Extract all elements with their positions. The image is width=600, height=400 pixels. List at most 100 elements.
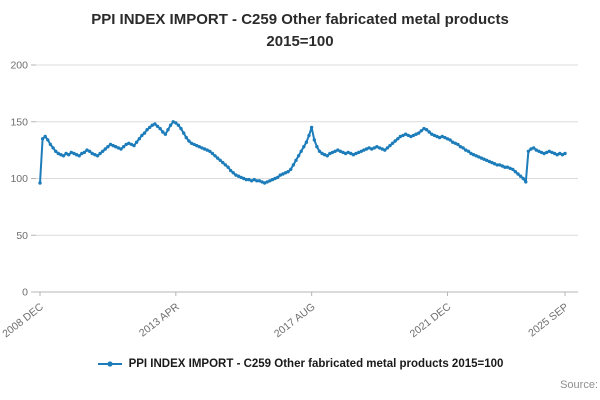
data-point — [205, 148, 209, 152]
data-point — [495, 163, 499, 167]
data-point — [375, 145, 379, 149]
data-point — [448, 138, 452, 142]
data-point — [320, 151, 324, 156]
data-point — [547, 149, 551, 153]
data-point — [396, 137, 400, 141]
y-axis-label: 200 — [10, 60, 28, 72]
data-point — [187, 139, 191, 143]
data-point — [108, 142, 113, 147]
data-point — [349, 151, 353, 156]
data-point — [54, 149, 58, 153]
data-point — [500, 164, 504, 168]
data-point — [388, 143, 392, 148]
data-point — [304, 140, 309, 144]
data-point — [555, 153, 559, 157]
data-point — [409, 134, 413, 139]
data-point — [48, 142, 53, 147]
data-point — [64, 151, 68, 156]
data-point — [247, 177, 251, 182]
data-point — [184, 135, 188, 140]
data-point — [150, 123, 154, 127]
legend-label: PPI INDEX IMPORT - C259 Other fabricated… — [128, 358, 504, 370]
data-point — [90, 151, 94, 156]
data-point — [273, 176, 277, 181]
data-point — [498, 163, 502, 167]
data-point — [121, 145, 126, 149]
data-point — [195, 143, 199, 148]
data-point — [401, 133, 405, 138]
data-point — [451, 140, 455, 144]
data-point — [505, 165, 510, 169]
data-point — [197, 145, 201, 149]
data-point — [550, 150, 554, 155]
data-point — [223, 163, 228, 167]
data-point — [40, 137, 45, 141]
data-point — [323, 153, 327, 157]
data-point — [341, 150, 345, 155]
data-point — [74, 153, 79, 157]
data-point — [182, 131, 186, 135]
data-point — [333, 149, 337, 153]
data-point — [231, 171, 235, 175]
data-point — [153, 122, 157, 126]
data-point — [221, 160, 225, 165]
data-point — [474, 154, 478, 158]
data-point — [213, 154, 217, 158]
data-point — [229, 168, 233, 173]
data-point — [260, 180, 264, 184]
data-point — [43, 134, 47, 139]
data-point — [445, 137, 450, 141]
data-point — [516, 172, 520, 176]
data-point — [511, 167, 515, 172]
data-point — [435, 134, 439, 139]
data-point — [477, 155, 481, 159]
data-point — [362, 148, 366, 152]
legend-line-icon — [97, 361, 122, 367]
data-point — [453, 141, 457, 145]
data-point — [51, 146, 55, 150]
data-point — [309, 125, 314, 130]
data-point — [537, 149, 541, 153]
source-label: Source: — [560, 379, 598, 391]
page-title: PPI INDEX IMPORT - C259 Other fabricated… — [0, 0, 600, 53]
data-point — [270, 177, 275, 182]
x-axis-label: 2008 DEC — [0, 301, 46, 341]
data-point — [171, 120, 175, 124]
data-point — [484, 158, 489, 162]
data-point — [443, 135, 447, 140]
data-point — [440, 134, 444, 139]
y-axis-label: 50 — [16, 230, 28, 242]
data-point — [336, 148, 340, 152]
data-point — [95, 154, 100, 158]
data-point — [513, 170, 518, 174]
data-point — [218, 158, 222, 162]
data-point — [411, 133, 416, 138]
data-point — [210, 151, 215, 156]
data-point — [406, 133, 410, 138]
data-point — [208, 149, 212, 153]
data-point — [354, 151, 358, 156]
data-point — [67, 153, 71, 157]
data-point — [179, 126, 183, 131]
data-point — [239, 175, 243, 180]
data-point — [59, 153, 63, 157]
line-chart: 0 50 100 150 200 2008 DEC 2013 APR 2017 AUG 2021… — [0, 60, 578, 341]
data-point — [432, 133, 437, 138]
data-point — [466, 149, 471, 153]
data-point — [390, 141, 395, 145]
data-point — [560, 153, 565, 157]
data-point — [278, 173, 282, 177]
data-point — [437, 135, 442, 140]
data-point — [393, 139, 397, 143]
data-point — [377, 146, 382, 150]
data-point — [257, 179, 262, 183]
data-point — [93, 153, 97, 157]
data-point — [142, 131, 147, 135]
x-axis-label: 2013 APR — [137, 301, 182, 340]
x-axis-label: 2025 SEP — [526, 301, 571, 340]
data-point — [200, 146, 204, 150]
data-point — [85, 148, 89, 152]
data-point — [291, 163, 296, 167]
data-point — [294, 158, 298, 162]
data-point — [325, 154, 329, 158]
